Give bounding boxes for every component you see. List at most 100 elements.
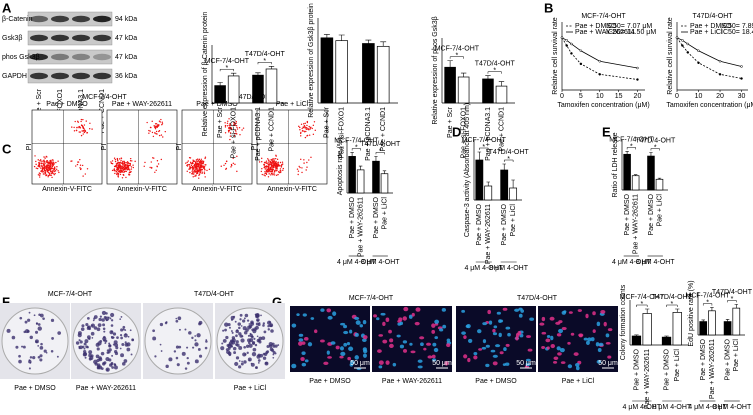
series-point <box>560 36 564 39</box>
event-dot <box>298 125 300 128</box>
nucleus <box>493 325 498 329</box>
nucleus <box>419 336 425 340</box>
colony <box>237 322 241 326</box>
nucleus <box>402 316 408 321</box>
event-dot <box>264 168 266 170</box>
ic50-label: IC50= 18.41 μM <box>721 29 753 36</box>
colony <box>56 355 59 358</box>
colony <box>168 357 173 362</box>
event-dot <box>127 165 129 167</box>
group-label: 8 μM 4-OHT <box>713 404 752 411</box>
nucleus <box>592 311 596 316</box>
bar <box>362 43 375 104</box>
nucleus <box>505 326 511 330</box>
nucleus <box>377 349 382 353</box>
event-dot <box>238 126 241 129</box>
group-label: 8 μM 4-OHT <box>636 259 675 266</box>
event-dot <box>196 171 198 173</box>
nucleus <box>596 321 601 327</box>
event-dot <box>197 163 199 166</box>
event-dot <box>80 134 83 137</box>
nucleus <box>323 361 329 366</box>
nucleus <box>303 337 309 341</box>
event-dot <box>113 157 116 159</box>
significance-bracket <box>375 152 385 155</box>
nucleus <box>296 313 300 317</box>
error-bar <box>734 304 739 309</box>
colony <box>250 320 254 324</box>
event-dot <box>118 171 121 173</box>
nucleus <box>423 347 427 351</box>
event-dot <box>311 127 313 130</box>
error-bar <box>725 319 730 322</box>
event-dot <box>230 164 233 167</box>
error-bar <box>511 179 515 188</box>
nucleus <box>526 335 532 338</box>
x-tick-label: Pae + WAY-262611 <box>485 204 492 264</box>
nucleus <box>439 328 444 332</box>
nucleus <box>362 319 367 325</box>
event-dot <box>124 167 126 170</box>
event-dot <box>298 165 300 168</box>
event-dot <box>200 162 202 164</box>
error-bar <box>625 151 629 155</box>
nucleus <box>525 362 531 367</box>
event-dot <box>119 169 122 172</box>
colony <box>257 323 261 327</box>
event-dot <box>81 130 83 132</box>
error-bar <box>675 308 680 313</box>
event-dot <box>40 170 43 172</box>
panel-label: F <box>2 294 10 309</box>
colony <box>184 328 187 331</box>
nucleus <box>546 334 551 338</box>
colony <box>247 338 251 343</box>
event-dot <box>267 159 270 161</box>
event-dot <box>308 159 310 161</box>
colony <box>194 335 197 337</box>
event-dot <box>300 135 302 137</box>
bar <box>708 310 716 336</box>
event-dot <box>235 124 238 127</box>
treatment-label: Pae + LiCl <box>276 101 309 108</box>
nucleus <box>556 346 561 351</box>
event-dot <box>197 165 199 167</box>
event-dot <box>122 166 125 169</box>
event-dot <box>306 135 308 137</box>
colony <box>131 338 134 341</box>
event-dot <box>49 170 52 173</box>
event-dot <box>232 162 235 165</box>
colony <box>93 315 98 319</box>
colony <box>119 334 123 337</box>
colony <box>80 327 85 331</box>
event-dot <box>282 169 284 171</box>
kda-label: 36 kDa <box>115 73 137 80</box>
event-dot <box>186 165 189 167</box>
event-dot <box>200 163 202 166</box>
event-dot <box>40 160 42 162</box>
colony <box>241 335 244 338</box>
colony <box>50 349 54 353</box>
colony <box>84 356 87 359</box>
bar <box>356 169 365 194</box>
colony <box>114 349 118 354</box>
nucleus <box>340 351 346 357</box>
significance-marker: * <box>456 53 459 60</box>
colony <box>238 326 241 330</box>
nucleus <box>378 334 384 337</box>
error-bar <box>701 319 705 322</box>
significance-bracket <box>219 68 234 72</box>
event-dot <box>125 162 127 164</box>
colony <box>154 355 157 358</box>
x-tick-label: Pae + LiCl <box>674 349 681 382</box>
event-dot <box>306 128 309 130</box>
scale-bar-label: 50 μm <box>350 360 370 367</box>
event-dot <box>83 131 86 134</box>
event-dot <box>73 130 76 132</box>
event-dot <box>152 135 155 138</box>
y-axis-label: Relative expression of phos Gsk3β <box>432 16 439 124</box>
event-dot <box>41 167 44 170</box>
event-dot <box>52 161 54 164</box>
colony <box>159 343 162 346</box>
event-dot <box>265 161 267 164</box>
event-dot <box>82 133 84 135</box>
